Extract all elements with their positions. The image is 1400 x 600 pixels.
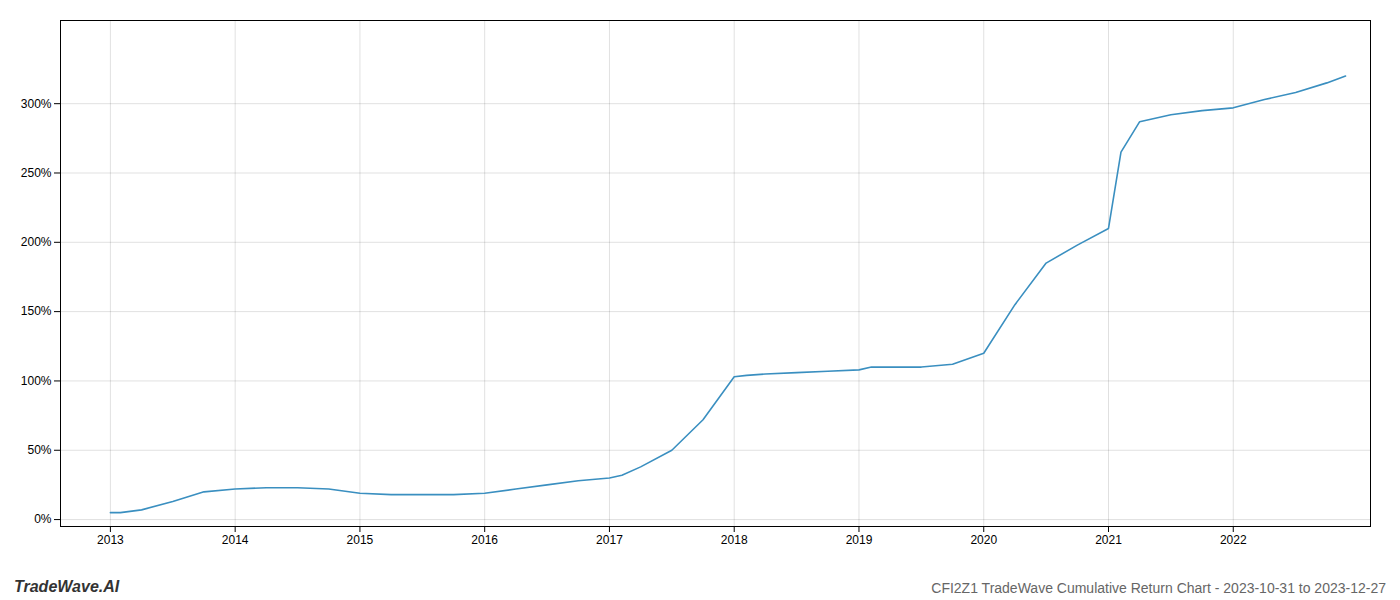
svg-text:0%: 0% <box>34 512 52 526</box>
svg-text:2015: 2015 <box>347 533 374 547</box>
svg-text:2019: 2019 <box>846 533 873 547</box>
svg-text:250%: 250% <box>21 166 52 180</box>
svg-text:2014: 2014 <box>222 533 249 547</box>
svg-text:200%: 200% <box>21 235 52 249</box>
svg-text:2022: 2022 <box>1220 533 1247 547</box>
html-text:TradeWave.AI: TradeWave.AI <box>14 578 120 595</box>
html-text:CFI2Z1 TradeWave Cumulative Re: CFI2Z1 TradeWave Cumulative Return Chart… <box>931 580 1386 596</box>
svg-text:2017: 2017 <box>596 533 623 547</box>
svg-text:150%: 150% <box>21 304 52 318</box>
svg-text:2016: 2016 <box>471 533 498 547</box>
svg-text:300%: 300% <box>21 97 52 111</box>
svg-text:50%: 50% <box>27 443 51 457</box>
svg-text:100%: 100% <box>21 374 52 388</box>
svg-text:2021: 2021 <box>1095 533 1122 547</box>
svg-text:2018: 2018 <box>721 533 748 547</box>
svg-text:2020: 2020 <box>970 533 997 547</box>
svg-text:2013: 2013 <box>97 533 124 547</box>
